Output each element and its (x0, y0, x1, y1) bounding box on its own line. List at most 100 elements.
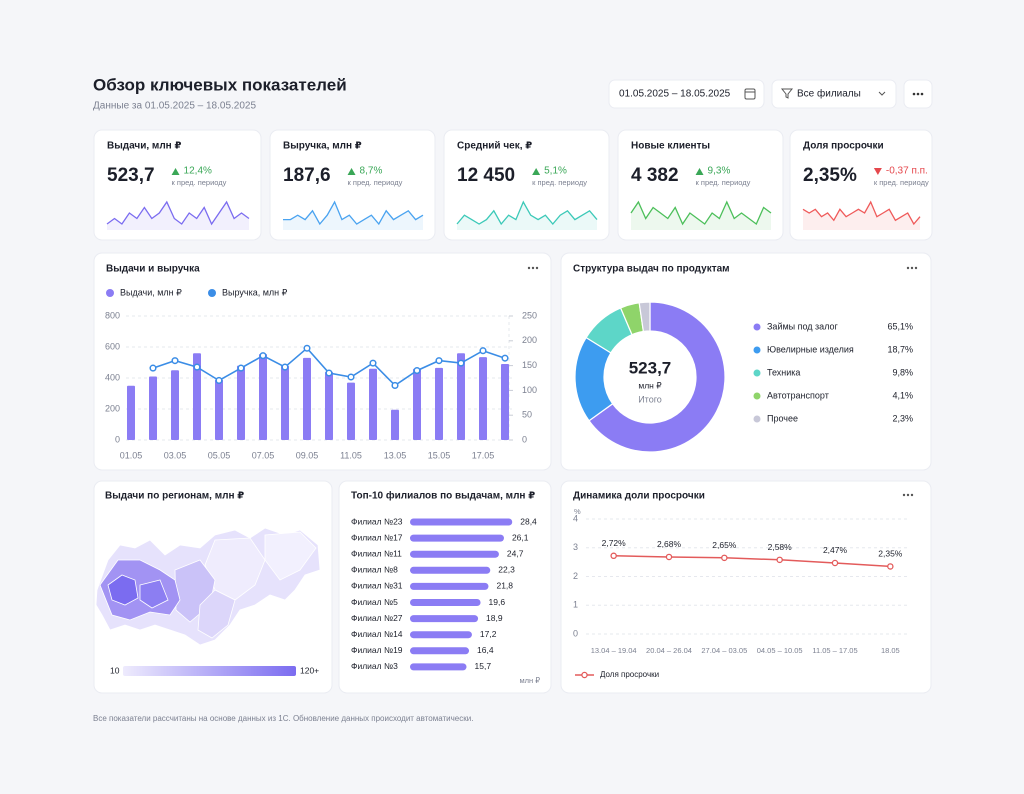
legend-value: 2,3% (892, 413, 913, 423)
line-point (721, 554, 728, 562)
line (613, 555, 891, 568)
dot[interactable] (906, 266, 910, 270)
sparkline-area (457, 202, 597, 230)
date-box[interactable] (608, 79, 765, 109)
dot[interactable] (910, 266, 914, 270)
bar (281, 365, 289, 440)
kpi-value: 523,7 (107, 165, 155, 186)
legend-label: Техника (767, 367, 800, 377)
kpi-note: к пред. периоду (348, 178, 403, 187)
legend-label: Доля просрочки (600, 670, 659, 679)
y-tick-label: 0 (115, 434, 120, 444)
region-map (95, 527, 321, 646)
dot[interactable] (916, 92, 920, 96)
sparkline-area (631, 202, 771, 230)
filter-icon[interactable] (780, 88, 794, 99)
bar (479, 357, 487, 440)
legend-label: Выручка, млн ₽ (222, 287, 288, 297)
bar-value-label: 26,1 (512, 532, 529, 542)
legend-value: 9,8% (892, 367, 913, 377)
y-tick-label: Филиал №8 (351, 565, 398, 575)
bar (259, 353, 267, 440)
date-range[interactable]: 01.05.2025 – 18.05.2025 (619, 89, 731, 100)
y-tick-label: Филиал №5 (351, 597, 398, 607)
y-tick-label: Филиал №31 (351, 581, 403, 591)
bar (410, 631, 472, 639)
y-tick-label: 1 (573, 600, 578, 610)
map-region (197, 589, 236, 639)
dot[interactable] (527, 266, 531, 270)
donut-slice (638, 301, 651, 333)
card-menu[interactable] (527, 266, 539, 270)
line-point (776, 556, 783, 564)
legend-value: 65,1% (887, 321, 913, 331)
bar-value-label: 16,4 (477, 645, 494, 655)
legend-marker (753, 346, 761, 354)
chevron-icon[interactable] (878, 91, 886, 96)
kpi-delta: -0,37 п.п. (886, 166, 928, 177)
y-tick-label: 0 (573, 628, 578, 638)
line-point (171, 357, 179, 365)
line-point (215, 376, 223, 385)
y-tick-label: Филиал №17 (351, 532, 403, 542)
legend-marker (106, 289, 114, 297)
kpi-note: к пред. периоду (874, 178, 929, 187)
sparkline (106, 200, 250, 226)
chart-title: Выдачи по регионам, млн ₽ (105, 491, 244, 502)
dot[interactable] (902, 493, 906, 497)
map-region (264, 531, 317, 581)
line-point (479, 347, 487, 355)
x-tick-label: 15.05 (428, 450, 451, 460)
data-label: 2,65% (712, 540, 737, 550)
kpi-card (443, 129, 610, 241)
kpi-cards: Выдачи, млн ₽523,7 12,4%к пред. периодуВы… (93, 129, 933, 241)
legend-marker (753, 369, 761, 377)
x-tick-label: 03.05 (164, 450, 187, 460)
filter-label[interactable]: Все филиалы (797, 88, 861, 100)
x-tick-label: 11.05 (340, 450, 362, 460)
more-button[interactable] (903, 79, 933, 109)
line-point (149, 364, 157, 372)
dot[interactable] (910, 493, 914, 497)
donut-total: 523,7 (629, 358, 672, 377)
dot[interactable] (906, 493, 910, 497)
x-tick-label: 04.05 – 10.05 (757, 646, 803, 655)
dot[interactable] (914, 266, 918, 270)
y-tick-label: 800 (105, 310, 120, 320)
y-tick-label: Филиал №14 (351, 629, 403, 639)
bar (215, 379, 223, 440)
dot[interactable] (531, 266, 535, 270)
branch-filter[interactable]: Все филиалы (771, 79, 897, 109)
bar (149, 376, 157, 440)
line-point (325, 369, 333, 377)
card-menu[interactable] (906, 266, 918, 270)
dot[interactable] (535, 266, 539, 270)
bar (303, 357, 311, 440)
bar-value-label: 15,7 (475, 661, 492, 671)
data-label: 2,35% (878, 549, 903, 559)
data-label: 2,58% (768, 542, 793, 552)
sparkline-area (283, 202, 423, 230)
legend-marker (753, 415, 761, 423)
y-tick-label: Филиал №23 (351, 516, 403, 526)
kpi-delta: 8,7% (360, 166, 383, 177)
dot[interactable] (920, 92, 924, 96)
bar (410, 599, 481, 606)
x-tick-label: 18.05 (881, 646, 900, 655)
dot[interactable] (912, 92, 916, 96)
card-menu[interactable] (902, 493, 914, 497)
bar (435, 367, 443, 440)
date-picker[interactable]: 01.05.2025 – 18.05.2025 (608, 79, 765, 109)
kpi-label: Средний чек, ₽ (457, 141, 532, 152)
bar (391, 409, 399, 440)
y-tick-label: 200 (105, 403, 120, 413)
page-title: Обзор ключевых показателей (93, 75, 347, 94)
bar-value-label: 24,7 (507, 548, 524, 558)
filter-box[interactable] (771, 79, 897, 109)
bar-value-label: 19,6 (489, 597, 506, 607)
calendar-icon[interactable] (744, 88, 756, 100)
trend-up-icon (347, 168, 356, 175)
bar (410, 534, 504, 542)
sparkline (456, 200, 598, 226)
